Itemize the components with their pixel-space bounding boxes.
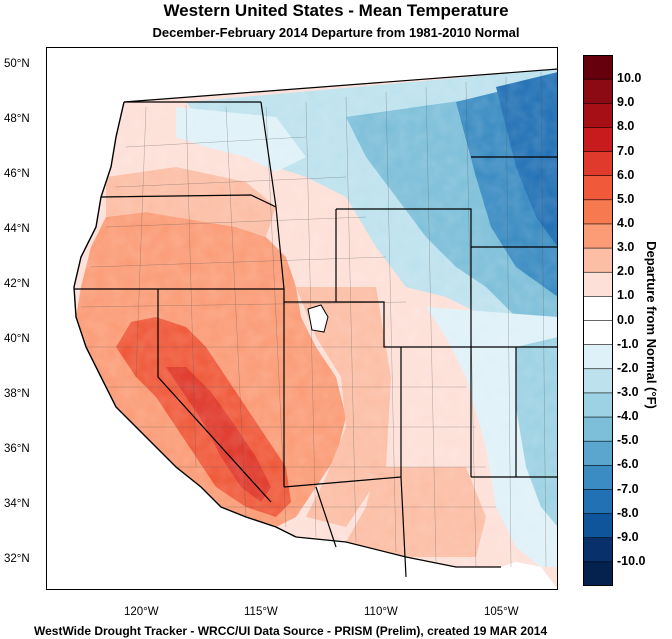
colorbar-swatch [583, 223, 613, 249]
lat-label: 42°N [4, 278, 30, 290]
colorbar [583, 55, 613, 586]
colorbar-swatch [583, 175, 613, 201]
colorbar-tick-label: 4.0 [617, 216, 635, 230]
colorbar-swatch [583, 151, 613, 177]
colorbar-tick-label: -3.0 [617, 384, 639, 399]
colorbar-tick-label: -9.0 [617, 529, 639, 544]
lat-label: 38°N [4, 388, 30, 400]
colorbar-swatch [583, 440, 613, 467]
map-subtitle: December-February 2014 Departure from 19… [152, 25, 520, 40]
colorbar-swatch [583, 537, 613, 563]
colorbar-tick-label: -8.0 [617, 505, 639, 520]
lon-label: 105°W [484, 606, 519, 618]
canada-border [123, 68, 558, 103]
colorbar-swatch [583, 78, 613, 105]
colorbar-swatch [583, 344, 613, 370]
colorbar-swatch [583, 368, 613, 394]
colorbar-swatch [583, 271, 613, 298]
colorbar-tick-label: -6.0 [617, 457, 639, 472]
colorbar-swatch [583, 247, 613, 274]
colorbar-swatch [583, 296, 613, 322]
colorbar-tick-label: -4.0 [617, 409, 639, 423]
lat-label: 32°N [4, 553, 30, 565]
colorbar-swatch [583, 320, 613, 346]
lat-label: 40°N [4, 333, 30, 345]
lon-label: 115°W [244, 606, 278, 618]
map-title: Western United States - Mean Temperature [163, 1, 509, 20]
colorbar-tick-label: 5.0 [617, 191, 635, 206]
colorbar-tick-label: 0.0 [617, 312, 635, 327]
great-salt-lake [307, 304, 329, 333]
state-borders [74, 101, 558, 578]
colorbar-tick-label: -5.0 [617, 433, 639, 448]
colorbar-tick-label: 10.0 [617, 71, 642, 86]
coastline [73, 101, 297, 538]
colorbar-swatch [583, 199, 613, 225]
colorbar-tick-label: 2.0 [617, 264, 635, 279]
lat-label: 46°N [4, 168, 30, 180]
lat-label: 34°N [4, 498, 30, 510]
lon-label: 120°W [124, 606, 159, 618]
colorbar-tick-label: -10.0 [617, 553, 646, 568]
colorbar-swatch [583, 127, 613, 153]
colorbar-tick-label: -2.0 [617, 360, 639, 375]
colorbar-tick-label: 1.0 [617, 288, 635, 303]
colorbar-swatch [583, 513, 613, 539]
colorbar-tick-label: 6.0 [617, 167, 635, 182]
lat-label: 36°N [4, 443, 30, 455]
colorbar-swatch [583, 465, 613, 491]
colorbar-swatch [583, 102, 613, 129]
footer-credit: WestWide Drought Tracker - WRCC/UI Data … [34, 624, 548, 638]
mexico-border [295, 536, 501, 568]
colorbar-tick-label: 7.0 [617, 143, 635, 158]
lat-label: 48°N [4, 113, 30, 125]
colorbar-swatch [583, 416, 613, 442]
colorbar-tick-label: 3.0 [617, 240, 635, 255]
lat-label: 44°N [4, 223, 30, 235]
lat-label: 50°N [4, 58, 30, 70]
colorbar-title: Departure from Normal (°F) [644, 241, 659, 409]
colorbar-swatch [583, 55, 613, 80]
colorbar-tick-label: 8.0 [617, 119, 635, 134]
pacific-ocean [46, 47, 296, 590]
colorbar-tick-label: 9.0 [617, 95, 635, 110]
temperature-anomaly-map [46, 47, 558, 590]
colorbar-swatch [583, 392, 613, 418]
colorbar-swatch [583, 489, 613, 515]
mexico [296, 537, 558, 590]
colorbar-tick-label: -1.0 [617, 336, 639, 351]
colorbar-tick-label: -7.0 [617, 481, 639, 496]
colorbar-swatch [583, 561, 613, 586]
canada [46, 47, 558, 102]
lon-label: 110°W [364, 606, 398, 618]
